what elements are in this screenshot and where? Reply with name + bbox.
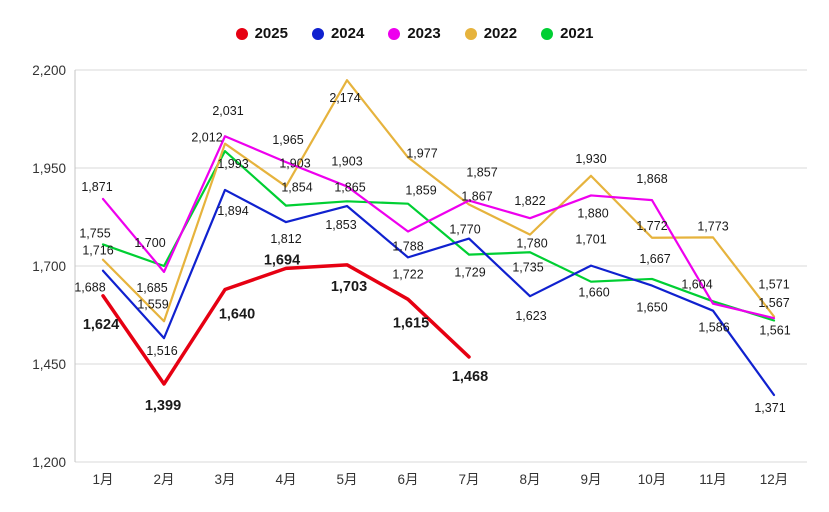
legend-label: 2025 xyxy=(254,25,288,42)
data-label-2021: 1,865 xyxy=(334,180,365,194)
legend-item-2021[interactable]: 2021 xyxy=(541,25,593,42)
data-label-2022: 1,780 xyxy=(516,237,547,251)
data-label-2021: 1,735 xyxy=(512,260,543,274)
series-line-2023 xyxy=(101,135,776,320)
data-label-2021: 1,660 xyxy=(578,286,609,300)
data-label-2023: 1,822 xyxy=(514,194,545,208)
data-label-2024: 1,770 xyxy=(449,223,480,237)
legend-label: 2023 xyxy=(407,25,441,42)
legend-label: 2022 xyxy=(483,25,518,42)
data-label-2024: 1,812 xyxy=(270,232,301,246)
data-label-2021: 1,700 xyxy=(134,236,165,250)
x-axis-label: 12月 xyxy=(760,472,789,487)
data-label-2023: 1,788 xyxy=(392,240,423,254)
data-label-2023: 1,871 xyxy=(81,180,112,194)
data-label-2022: 1,772 xyxy=(636,219,667,233)
data-label-2022: 1,903 xyxy=(279,156,310,170)
data-label-2025: 1,694 xyxy=(264,252,300,268)
data-label-2021: 1,561 xyxy=(759,323,790,337)
data-label-2023: 1,685 xyxy=(136,281,167,295)
data-label-2024: 1,701 xyxy=(575,233,606,247)
data-label-2025: 1,399 xyxy=(145,398,181,414)
x-axis-label: 3月 xyxy=(214,472,235,487)
legend-dot-icon xyxy=(541,27,554,40)
series-line-2024 xyxy=(101,188,776,397)
x-axis-label: 1月 xyxy=(92,472,113,487)
data-label-2024: 1,853 xyxy=(325,218,356,232)
data-label-2021: 1,993 xyxy=(217,157,248,171)
x-axis-label: 2月 xyxy=(153,472,174,487)
data-label-2024: 1,650 xyxy=(636,301,667,315)
legend-dot-icon xyxy=(311,27,324,40)
legend-item-2023[interactable]: 2023 xyxy=(388,25,441,42)
data-label-2024: 1,722 xyxy=(392,267,423,281)
data-label-2024: 1,623 xyxy=(515,309,546,323)
legend-dot-icon xyxy=(388,27,401,40)
data-label-2021: 1,859 xyxy=(405,184,436,198)
data-label-2021: 1,729 xyxy=(454,266,485,280)
data-label-2023: 1,965 xyxy=(272,133,303,147)
x-axis-label: 6月 xyxy=(397,472,418,487)
data-label-2022: 1,716 xyxy=(82,244,113,258)
data-label-2025: 1,640 xyxy=(219,307,255,323)
data-label-2025: 1,624 xyxy=(83,317,119,333)
data-label-2024: 1,688 xyxy=(74,281,105,295)
y-axis-label: 2,200 xyxy=(32,63,66,78)
legend-label: 2021 xyxy=(560,25,594,42)
x-axis-label: 10月 xyxy=(638,472,667,487)
data-label-2022: 2,174 xyxy=(329,91,360,105)
legend-item-2022[interactable]: 2022 xyxy=(464,25,518,42)
data-label-2022: 1,977 xyxy=(406,146,437,160)
series-line-2025 xyxy=(101,263,471,386)
data-label-2022: 2,012 xyxy=(191,131,222,145)
data-label-2021: 1,755 xyxy=(79,226,110,240)
x-axis-label: 4月 xyxy=(275,472,296,487)
legend-item-2025[interactable]: 2025 xyxy=(235,25,288,42)
data-label-2021: 1,667 xyxy=(639,252,670,266)
data-label-2023: 1,903 xyxy=(331,154,362,168)
x-axis-label: 11月 xyxy=(699,472,727,487)
data-label-2023: 1,604 xyxy=(681,278,712,292)
y-axis-label: 1,950 xyxy=(32,161,66,176)
data-label-2024: 1,894 xyxy=(217,204,248,218)
data-label-2024: 1,516 xyxy=(146,344,177,358)
data-label-2021: 1,854 xyxy=(281,181,312,195)
data-label-2024: 1,371 xyxy=(754,401,785,415)
series-line-2022 xyxy=(101,79,776,323)
x-axis-label: 8月 xyxy=(519,472,540,487)
data-label-2023: 1,880 xyxy=(577,206,608,220)
data-label-2025: 1,615 xyxy=(393,315,429,331)
legend-item-2024[interactable]: 2024 xyxy=(311,25,365,42)
data-label-2023: 1,868 xyxy=(636,172,667,186)
y-axis-label: 1,450 xyxy=(32,357,66,372)
data-label-2024: 1,586 xyxy=(698,321,729,335)
y-axis-label: 1,200 xyxy=(32,455,66,470)
data-label-2022: 1,930 xyxy=(575,152,606,166)
data-label-2023: 1,867 xyxy=(461,190,492,204)
data-label-2022: 1,857 xyxy=(466,165,497,179)
x-axis-label: 7月 xyxy=(458,472,479,487)
data-label-2023: 2,031 xyxy=(212,104,243,118)
legend-label: 2024 xyxy=(330,25,365,42)
data-label-2022: 1,571 xyxy=(758,278,789,292)
data-label-2022: 1,773 xyxy=(697,219,728,233)
x-axis-label: 5月 xyxy=(336,472,357,487)
legend: 2025 2024 2023 2022 2021 xyxy=(0,25,829,42)
data-label-2025: 1,703 xyxy=(331,279,367,295)
legend-dot-icon xyxy=(464,27,477,40)
data-label-2023: 1,567 xyxy=(758,296,789,310)
data-label-2025: 1,468 xyxy=(452,369,488,385)
data-label-2022: 1,559 xyxy=(137,297,168,311)
y-axis-label: 1,700 xyxy=(32,259,66,274)
x-axis-label: 9月 xyxy=(580,472,601,487)
legend-dot-icon xyxy=(235,27,248,40)
